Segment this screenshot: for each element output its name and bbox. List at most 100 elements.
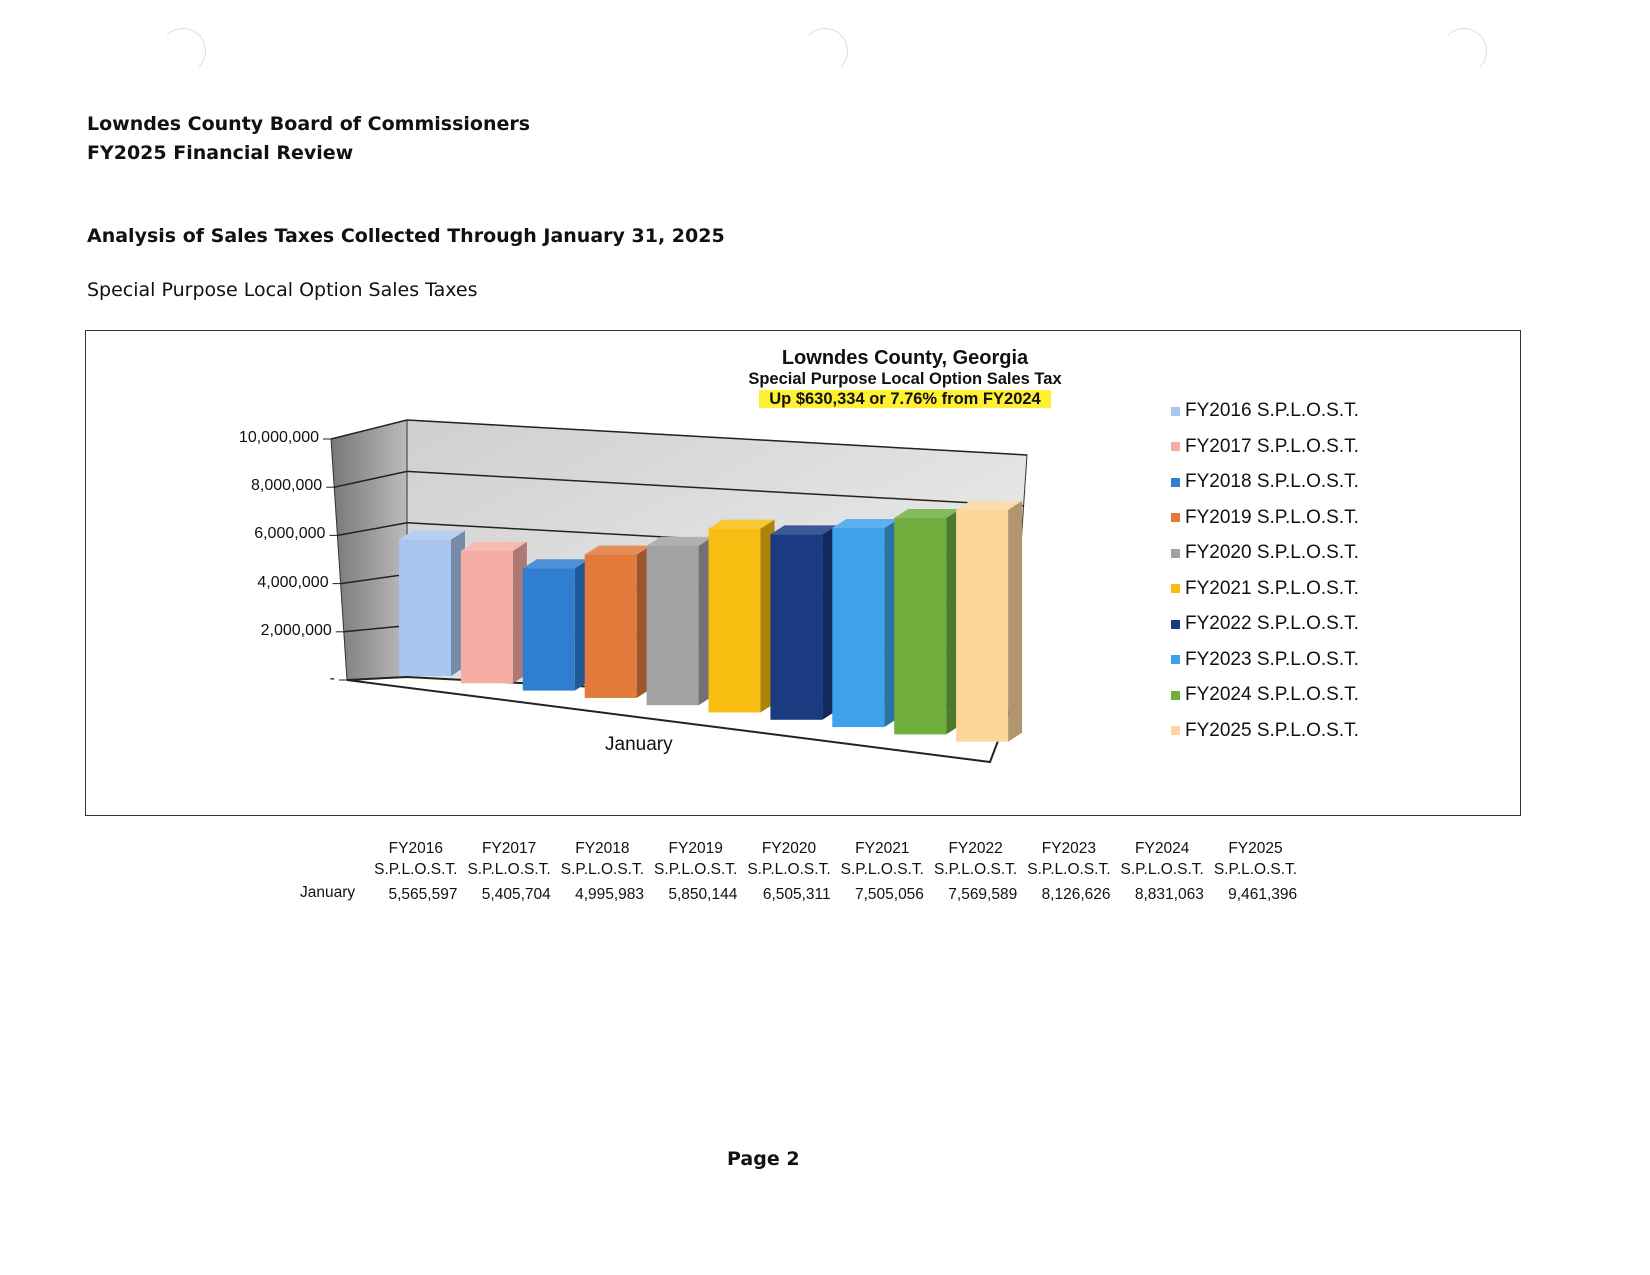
column-header: FY2021 (855, 840, 910, 857)
legend-label: FY2022 S.P.L.O.S.T. (1185, 613, 1359, 634)
binder-hole (802, 28, 848, 74)
legend-item: FY2024 S.P.L.O.S.T. (1171, 684, 1359, 706)
column-header: S.P.L.O.S.T. (374, 861, 458, 878)
table-cell: 5,565,597 (388, 886, 458, 903)
binder-hole (1441, 28, 1487, 74)
y-tick-label: 8,000,000 (251, 477, 323, 495)
legend-label: FY2016 S.P.L.O.S.T. (1185, 400, 1359, 421)
column-header: FY2025 (1228, 840, 1283, 857)
chart-frame (85, 330, 1521, 816)
table-cell: 7,505,056 (854, 886, 924, 903)
legend-swatch (1171, 513, 1180, 522)
column-header: FY2019 (668, 840, 723, 857)
legend-item: FY2020 S.P.L.O.S.T. (1171, 542, 1359, 564)
legend-label: FY2024 S.P.L.O.S.T. (1185, 684, 1359, 705)
bar-top (646, 536, 713, 546)
legend-swatch (1171, 548, 1180, 558)
row-label: January (300, 884, 356, 901)
column-header: S.P.L.O.S.T. (1027, 861, 1111, 878)
legend-swatch (1171, 655, 1180, 664)
bar-top (460, 541, 527, 551)
bar-FY2016 (399, 539, 451, 676)
y-tick-label: 4,000,000 (257, 573, 329, 591)
column-header: FY2017 (481, 840, 537, 857)
column-header: S.P.L.O.S.T. (747, 861, 831, 878)
legend-label: FY2020 S.P.L.O.S.T. (1185, 542, 1359, 563)
legend-swatch (1171, 619, 1180, 629)
table-cell: 7,569,589 (948, 886, 1018, 903)
y-tick-label: 6,000,000 (254, 525, 326, 543)
legend-label: FY2021 S.P.L.O.S.T. (1185, 577, 1359, 599)
column-header: S.P.L.O.S.T. (467, 861, 551, 878)
legend-item: FY2016 S.P.L.O.S.T. (1171, 400, 1359, 422)
y-tick-label: 2,000,000 (260, 621, 332, 639)
bar-top (399, 530, 465, 540)
legend-swatch (1171, 477, 1180, 487)
chart-annotation: Up $630,334 or 7.76% from FY2024 (759, 390, 1051, 408)
gridline (340, 573, 408, 585)
legend-item: FY2022 S.P.L.O.S.T. (1171, 613, 1359, 635)
table-cell: 9,461,396 (1228, 886, 1298, 903)
bar-top (770, 525, 837, 535)
gridline (406, 470, 1024, 507)
column-header: S.P.L.O.S.T. (654, 861, 738, 878)
table-cell: 5,405,704 (481, 886, 551, 903)
legend-item: FY2018 S.P.L.O.S.T. (1171, 471, 1359, 493)
bar-FY2022 (770, 534, 823, 720)
y-tick-label: 10,000,000 (238, 429, 319, 446)
gridline (330, 419, 408, 440)
bar-top (894, 509, 961, 519)
legend-label: FY2018 S.P.L.O.S.T. (1185, 471, 1359, 492)
table-cell: 4,995,983 (575, 886, 645, 903)
legend-item: FY2021 S.P.L.O.S.T. (1171, 578, 1359, 600)
legend-swatch (1171, 442, 1180, 451)
bar-top (584, 545, 651, 555)
legend-swatch (1171, 690, 1180, 700)
column-header: FY2023 (1041, 840, 1097, 857)
legend-swatch (1171, 406, 1180, 416)
column-header: FY2022 (948, 840, 1003, 857)
subsection-title: Special Purpose Local Option Sales Taxes (87, 279, 478, 301)
gridline (334, 470, 408, 488)
column-header: FY2018 (575, 840, 630, 857)
gridline (343, 624, 408, 633)
column-header: FY2024 (1135, 840, 1190, 857)
bar-FY2019 (584, 554, 637, 698)
legend-swatch (1171, 584, 1180, 593)
x-category-label: January (605, 734, 673, 755)
binder-hole (160, 28, 206, 74)
bar-FY2025 (956, 509, 1009, 742)
chart-subtitle: Special Purpose Local Option Sales Tax (748, 370, 1062, 388)
bar-FY2024 (894, 518, 947, 735)
bar-FY2017 (460, 550, 513, 684)
data-table: FY2016 FY2017 FY2018 FY2019 FY2020 FY2021 FY20… (295, 838, 1302, 905)
table-cell: 6,505,311 (762, 886, 831, 903)
legend-item: FY2025 S.P.L.O.S.T. (1171, 720, 1359, 742)
bar-FY2023 (832, 527, 885, 728)
bar-top (522, 559, 589, 569)
bar-top (956, 500, 1023, 510)
bar-FY2021 (708, 528, 761, 713)
org-name: Lowndes County Board of Commissioners (87, 113, 531, 135)
section-title: Analysis of Sales Taxes Collected Throug… (87, 225, 725, 247)
column-header: S.P.L.O.S.T. (933, 861, 1018, 878)
column-header: FY2020 (761, 840, 817, 857)
legend-item: FY2019 S.P.L.O.S.T. (1171, 507, 1359, 529)
chart-title: Lowndes County, Georgia (781, 347, 1029, 369)
legend-swatch (1171, 726, 1180, 735)
column-header: S.P.L.O.S.T. (560, 861, 645, 878)
page-number: Page 2 (727, 1148, 800, 1170)
report-title: FY2025 Financial Review (87, 142, 354, 164)
table-cell: 8,126,626 (1041, 886, 1111, 903)
y-tick-label: - (329, 670, 335, 687)
legend-item: FY2017 S.P.L.O.S.T. (1171, 436, 1359, 458)
legend-label: FY2017 S.P.L.O.S.T. (1185, 435, 1359, 457)
table-cell: 5,850,144 (668, 886, 738, 903)
legend-item: FY2023 S.P.L.O.S.T. (1171, 649, 1359, 671)
gridline (406, 419, 1028, 456)
column-header: S.P.L.O.S.T. (840, 861, 924, 878)
gridline (337, 522, 408, 537)
column-header: S.P.L.O.S.T. (1213, 861, 1298, 878)
bar-FY2018 (522, 568, 575, 691)
